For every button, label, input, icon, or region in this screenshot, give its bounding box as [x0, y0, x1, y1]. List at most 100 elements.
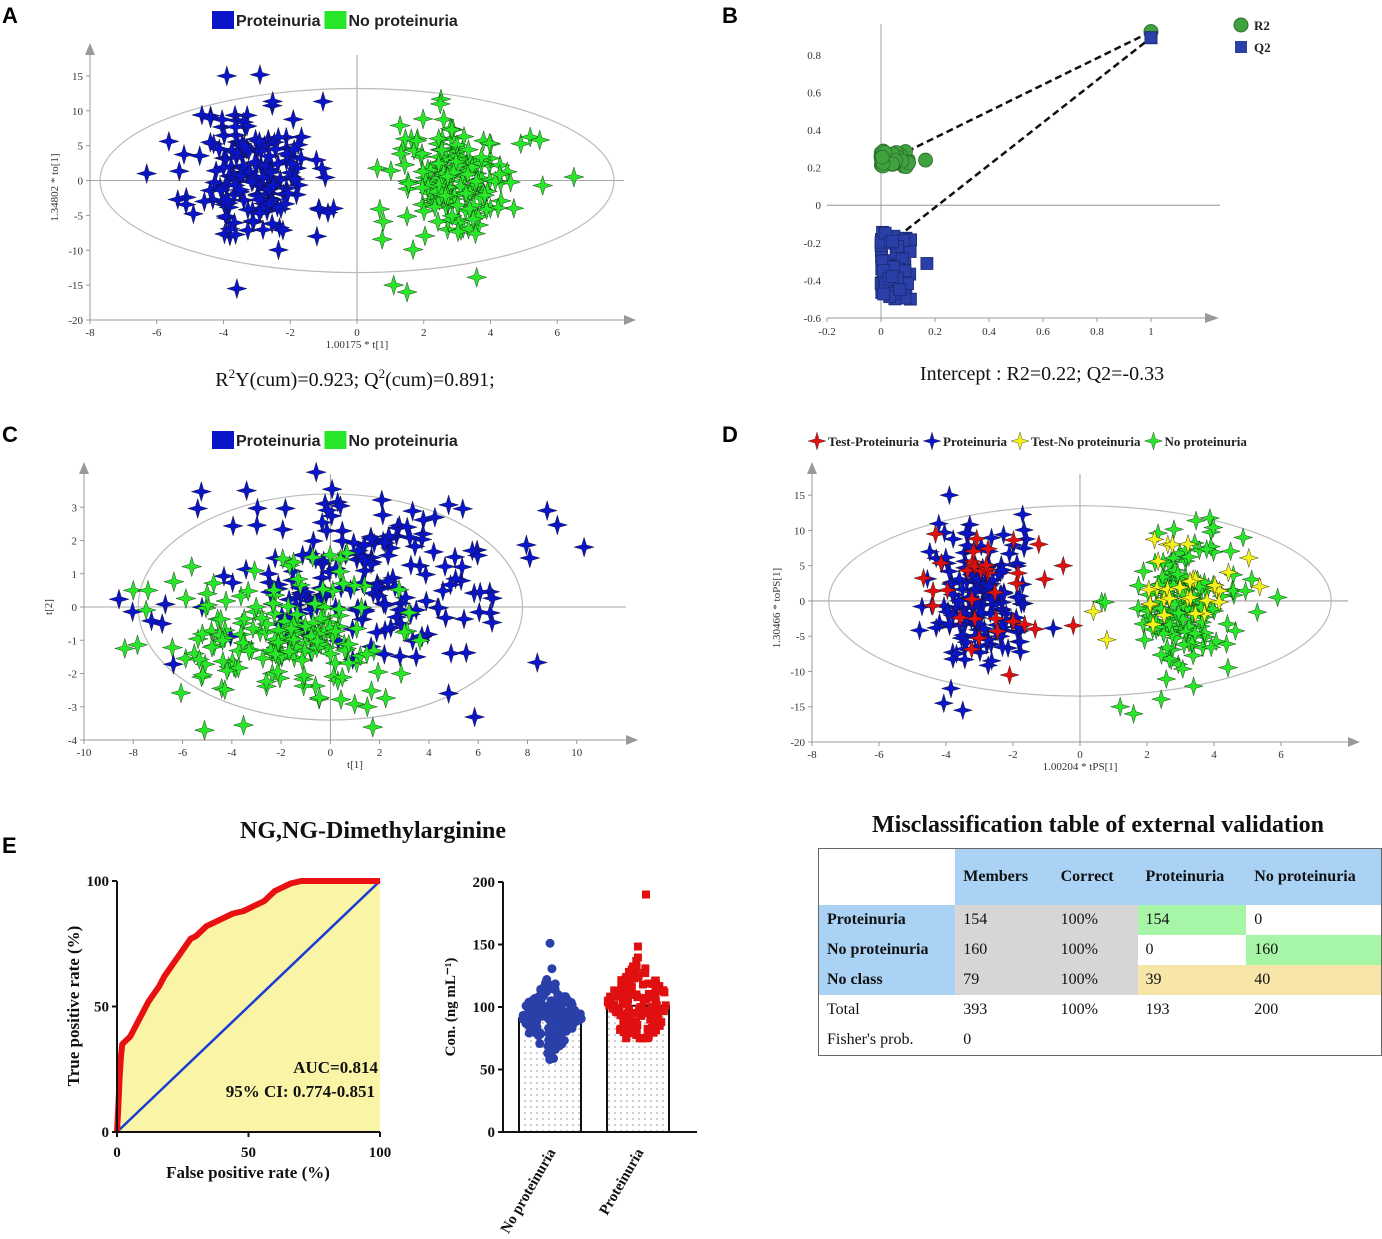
score-point-no-proteinuria: [427, 152, 450, 175]
score-point-test-proteinuria: [922, 595, 944, 617]
score-point-proteinuria: [939, 484, 960, 506]
data-point: [652, 1011, 661, 1020]
score-point-proteinuria: [203, 171, 226, 194]
score-point-proteinuria: [451, 498, 474, 520]
data-point: [615, 987, 624, 996]
score-point-test-no-proteinuria: [1146, 578, 1168, 599]
score-point-no-proteinuria: [465, 266, 488, 288]
score-point-test-proteinuria: [957, 560, 978, 581]
score-point-no-proteinuria: [563, 166, 585, 188]
score-point-proteinuria: [244, 151, 266, 174]
data-point: [651, 976, 660, 985]
data-point: [647, 1010, 656, 1019]
score-point-test-proteinuria: [949, 607, 971, 628]
score-point-no-proteinuria: [1164, 559, 1186, 581]
data-point: [534, 1011, 544, 1021]
table-cell: Total: [827, 1001, 860, 1018]
data-point: [537, 1000, 547, 1010]
panel-e-roc-curve: 0 50 100 0 50 100 False positive rate (%) True …: [64, 874, 391, 1182]
score-point-no-proteinuria: [413, 200, 435, 222]
score-point-no-proteinuria: [1203, 517, 1224, 538]
x-tick-label: -2: [277, 747, 286, 759]
score-point-proteinuria: [108, 588, 130, 610]
data-point: [621, 990, 630, 999]
score-point-no-proteinuria: [427, 127, 450, 150]
score-point-proteinuria: [290, 126, 313, 148]
score-point-proteinuria: [1010, 631, 1031, 652]
score-point-no-proteinuria: [191, 623, 214, 645]
score-point-proteinuria: [329, 495, 352, 517]
score-point-proteinuria: [213, 124, 236, 147]
x-tick-label: -4: [227, 747, 237, 759]
score-point-no-proteinuria: [209, 608, 232, 630]
score-point-no-proteinuria: [1163, 519, 1185, 540]
score-point-proteinuria: [422, 541, 445, 563]
score-point-no-proteinuria: [262, 592, 284, 615]
panel-a-caption: R2Y(cum)=0.923; Q2(cum)=0.891;: [215, 366, 494, 391]
x-tick-label: 0.6: [1036, 326, 1050, 338]
score-point-no-proteinuria: [1147, 522, 1169, 544]
legend-swatch-no-proteinuria: [1143, 431, 1164, 451]
score-point-proteinuria: [374, 594, 397, 616]
score-point-no-proteinuria: [312, 578, 334, 600]
x-tick-label: 6: [475, 747, 481, 759]
q2-point: [886, 234, 899, 248]
score-point-proteinuria: [970, 602, 992, 623]
misclassification-table: Members Correct Proteinuria No proteinuria P…: [818, 848, 1382, 1056]
data-point: [554, 1022, 564, 1032]
data-point: [612, 1008, 621, 1017]
y-tick-label: 0.8: [807, 50, 821, 62]
legend-swatch-proteinuria: [212, 11, 234, 29]
score-point-proteinuria: [938, 561, 960, 582]
table-row: Total 393 100% 193 200: [819, 995, 1382, 1025]
y-tick-label: -3: [68, 702, 78, 714]
score-point-no-proteinuria: [1109, 696, 1131, 717]
score-point-test-no-proteinuria: [1147, 551, 1169, 572]
score-point-no-proteinuria: [328, 598, 350, 620]
data-point: [551, 995, 561, 1005]
x-tick-label: -6: [178, 747, 188, 759]
score-point-no-proteinuria: [490, 190, 512, 212]
table-header-cell: Proteinuria: [1137, 848, 1247, 905]
score-point-no-proteinuria: [519, 126, 541, 148]
score-point-no-proteinuria: [242, 617, 264, 640]
score-point-no-proteinuria: [1247, 601, 1268, 623]
legend-label-q2: Q2: [1254, 40, 1271, 55]
score-point-no-proteinuria: [1128, 575, 1149, 596]
legend-label-test-no-proteinuria: Test-No proteinuria: [1031, 434, 1141, 449]
data-point: [548, 980, 558, 990]
table-cell: [1053, 1025, 1138, 1056]
score-point-proteinuria: [366, 575, 388, 597]
score-point-proteinuria: [322, 197, 345, 220]
score-point-no-proteinuria: [1185, 510, 1207, 531]
data-point: [632, 990, 641, 999]
x-tick-label: -2: [286, 327, 295, 339]
table-header-row: Members Correct Proteinuria No proteinuria: [819, 848, 1382, 905]
score-point-no-proteinuria: [216, 659, 238, 682]
score-point-proteinuria: [248, 130, 271, 153]
score-point-no-proteinuria: [196, 582, 218, 605]
score-point-proteinuria: [211, 108, 233, 131]
panel-b-caption: Intercept : R2=0.22; Q2=-0.33: [920, 363, 1164, 385]
score-point-no-proteinuria: [419, 159, 442, 182]
score-point-proteinuria: [954, 649, 976, 670]
score-point-proteinuria: [224, 116, 247, 138]
y-tick-label: 50: [480, 1063, 495, 1079]
table-cell: 0: [1254, 911, 1263, 928]
score-point-proteinuria: [377, 570, 399, 592]
legend-label-proteinuria: Proteinuria: [943, 434, 1008, 449]
y-tick-label: 15: [794, 490, 806, 502]
score-point-proteinuria: [202, 189, 224, 211]
score-point-no-proteinuria: [1167, 563, 1189, 585]
score-point-no-proteinuria: [1123, 703, 1144, 725]
data-point: [629, 962, 638, 971]
data-point: [547, 1039, 557, 1049]
data-point: [628, 1027, 637, 1036]
score-point-no-proteinuria: [380, 159, 402, 182]
score-point-no-proteinuria: [1137, 600, 1159, 622]
score-point-proteinuria: [415, 563, 437, 586]
data-point: [633, 953, 642, 962]
score-point-test-proteinuria: [1063, 615, 1084, 636]
r2-point: [918, 152, 933, 168]
score-point-proteinuria: [929, 612, 950, 633]
